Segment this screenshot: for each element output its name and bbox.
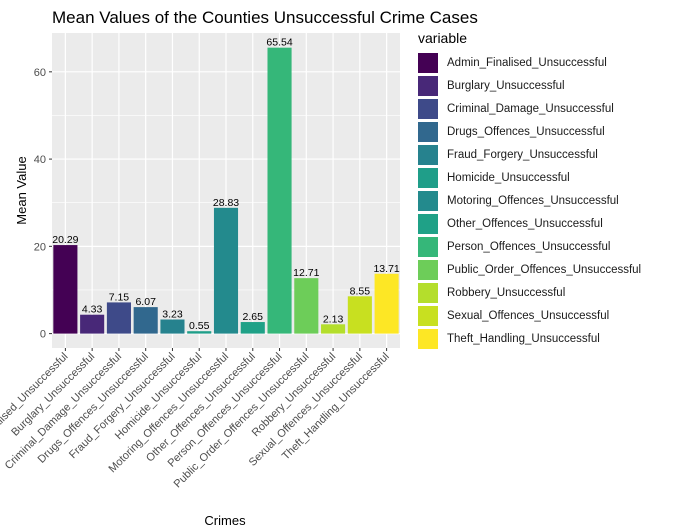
legend-item: Homicide_Unsuccessful [418,166,641,189]
legend-item: Other_Offences_Unsuccessful [418,212,641,235]
data-label: 20.29 [52,234,78,246]
legend-swatch [418,259,438,280]
legend-swatch [418,52,438,73]
bar [267,47,292,334]
bar [240,322,265,334]
legend-label: Robbery_Unsuccessful [447,286,566,299]
bar [321,324,346,334]
data-label: 2.65 [243,311,264,323]
data-labels: 20.29 4.33 7.15 6.07 3.23 0.55 28.83 2.65 65.54 1… [52,37,400,333]
legend-item: Burglary_Unsuccessful [418,74,641,97]
legend-label: Criminal_Damage_Unsuccessful [447,102,614,115]
data-label: 65.54 [266,37,292,49]
legend-item: Motoring_Offences_Unsuccessful [418,189,641,212]
bar [347,296,372,334]
data-label: 0.55 [189,320,210,332]
legend-swatch [418,190,438,211]
y-axis-title: Mean Value [14,156,29,224]
legend-swatch [418,236,438,257]
legend-item: Fraud_Forgery_Unsuccessful [418,143,641,166]
legend-label: Fraud_Forgery_Unsuccessful [447,148,598,161]
legend-item: Public_Order_Offences_Unsuccessful [418,258,641,281]
legend-swatch [418,328,438,349]
legend-item: Theft_Handling_Unsuccessful [418,327,641,350]
x-axis-title: Crimes [204,513,246,526]
legend-swatch [418,121,438,142]
legend-swatch [418,98,438,119]
bar [106,302,131,334]
legend-title: variable [418,30,468,46]
legend-label: Burglary_Unsuccessful [447,79,565,92]
data-label: 28.83 [213,197,239,209]
legend-item: Robbery_Unsuccessful [418,281,641,304]
bars [53,47,399,334]
legend: variable Admin_Finalised_Unsuccessful Bur… [418,30,641,350]
legend-label: Person_Offences_Unsuccessful [447,240,611,253]
x-axis: Admin_Finalised_UnsuccessfulBurglary_Uns… [0,348,392,490]
y-axis: 0 20 40 60 [34,67,52,341]
bar [80,314,105,334]
data-label: 12.71 [293,267,319,279]
data-label: 3.23 [162,309,183,321]
legend-item: Admin_Finalised_Unsuccessful [418,51,641,74]
legend-label: Admin_Finalised_Unsuccessful [447,56,607,69]
legend-label: Drugs_Offences_Unsuccessful [447,125,605,138]
legend-swatch [418,144,438,165]
bar [213,207,239,334]
data-label: 7.15 [109,291,130,303]
y-tick-label: 0 [40,329,46,341]
legend-item: Person_Offences_Unsuccessful [418,235,641,258]
data-label: 4.33 [82,304,103,316]
legend-label: Motoring_Offences_Unsuccessful [447,194,619,207]
data-label: 2.13 [323,313,344,325]
legend-item: Sexual_Offences_Unsuccessful [418,304,641,327]
chart-title: Mean Values of the Counties Unsuccessful… [52,8,478,27]
legend-swatch [418,213,438,234]
legend-label: Theft_Handling_Unsuccessful [447,332,600,345]
legend-swatch [418,305,438,326]
bar [160,319,185,334]
legend-label: Public_Order_Offences_Unsuccessful [447,263,642,276]
bar [187,331,212,334]
legend-item: Drugs_Offences_Unsuccessful [418,120,641,143]
legend-label: Homicide_Unsuccessful [447,171,570,184]
data-label: 6.07 [135,296,156,308]
bar [294,278,319,334]
legend-swatch [418,75,438,96]
bar [374,273,399,334]
legend-items: Admin_Finalised_Unsuccessful Burglary_Uns… [418,51,641,350]
x-tick-label: Criminal_Damage_Unsuccessful [3,351,124,472]
data-label: 8.55 [350,285,371,297]
legend-item: Criminal_Damage_Unsuccessful [418,97,641,120]
y-tick-label: 40 [34,154,46,166]
legend-swatch [418,282,438,303]
bar [53,245,78,334]
data-label: 13.71 [373,263,399,275]
legend-swatch [418,167,438,188]
legend-label: Other_Offences_Unsuccessful [447,217,603,230]
y-tick-label: 20 [34,241,46,253]
y-tick-label: 60 [34,67,46,79]
bar [133,307,158,334]
legend-label: Sexual_Offences_Unsuccessful [447,309,610,322]
